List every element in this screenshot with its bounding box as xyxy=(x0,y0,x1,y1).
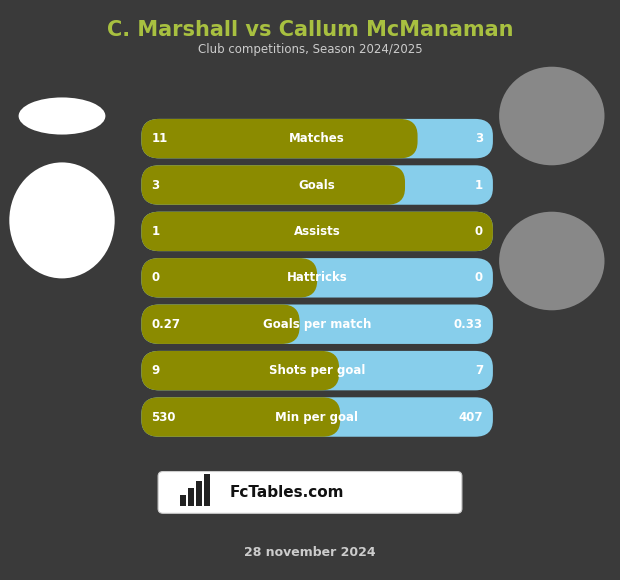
FancyBboxPatch shape xyxy=(141,119,418,158)
FancyBboxPatch shape xyxy=(180,495,186,506)
Text: Shots per goal: Shots per goal xyxy=(268,364,365,377)
Text: 530: 530 xyxy=(151,411,176,423)
FancyBboxPatch shape xyxy=(141,165,405,205)
FancyBboxPatch shape xyxy=(141,258,317,298)
Text: Hattricks: Hattricks xyxy=(286,271,347,284)
FancyBboxPatch shape xyxy=(141,304,493,344)
Text: Min per goal: Min per goal xyxy=(275,411,358,423)
Text: C. Marshall vs Callum McManaman: C. Marshall vs Callum McManaman xyxy=(107,20,513,40)
Text: Matches: Matches xyxy=(289,132,345,145)
FancyBboxPatch shape xyxy=(204,474,210,506)
Text: 1: 1 xyxy=(475,179,483,191)
Text: 11: 11 xyxy=(151,132,167,145)
Text: Assists: Assists xyxy=(293,225,340,238)
FancyBboxPatch shape xyxy=(141,304,299,344)
FancyBboxPatch shape xyxy=(141,351,493,390)
Text: 3: 3 xyxy=(475,132,483,145)
FancyBboxPatch shape xyxy=(141,351,339,390)
FancyBboxPatch shape xyxy=(141,165,493,205)
FancyBboxPatch shape xyxy=(141,212,493,251)
Text: FcTables.com: FcTables.com xyxy=(229,485,344,500)
Circle shape xyxy=(499,212,604,310)
Text: 0: 0 xyxy=(475,271,483,284)
FancyBboxPatch shape xyxy=(141,397,340,437)
Text: 407: 407 xyxy=(458,411,483,423)
Text: Goals: Goals xyxy=(298,179,335,191)
FancyBboxPatch shape xyxy=(158,472,462,513)
Text: 0.33: 0.33 xyxy=(454,318,483,331)
Circle shape xyxy=(499,67,604,165)
Text: 0.27: 0.27 xyxy=(151,318,180,331)
Text: Club competitions, Season 2024/2025: Club competitions, Season 2024/2025 xyxy=(198,44,422,56)
Text: 9: 9 xyxy=(151,364,159,377)
Text: Goals per match: Goals per match xyxy=(263,318,371,331)
FancyBboxPatch shape xyxy=(141,119,493,158)
Text: 0: 0 xyxy=(475,225,483,238)
Text: 7: 7 xyxy=(475,364,483,377)
FancyBboxPatch shape xyxy=(141,397,493,437)
FancyBboxPatch shape xyxy=(141,212,493,251)
Text: 1: 1 xyxy=(151,225,159,238)
FancyBboxPatch shape xyxy=(188,488,194,506)
FancyBboxPatch shape xyxy=(141,258,493,298)
Text: 0: 0 xyxy=(151,271,159,284)
FancyBboxPatch shape xyxy=(196,481,202,506)
Text: 28 november 2024: 28 november 2024 xyxy=(244,546,376,559)
Ellipse shape xyxy=(9,162,115,278)
Ellipse shape xyxy=(19,97,105,135)
Text: 3: 3 xyxy=(151,179,159,191)
